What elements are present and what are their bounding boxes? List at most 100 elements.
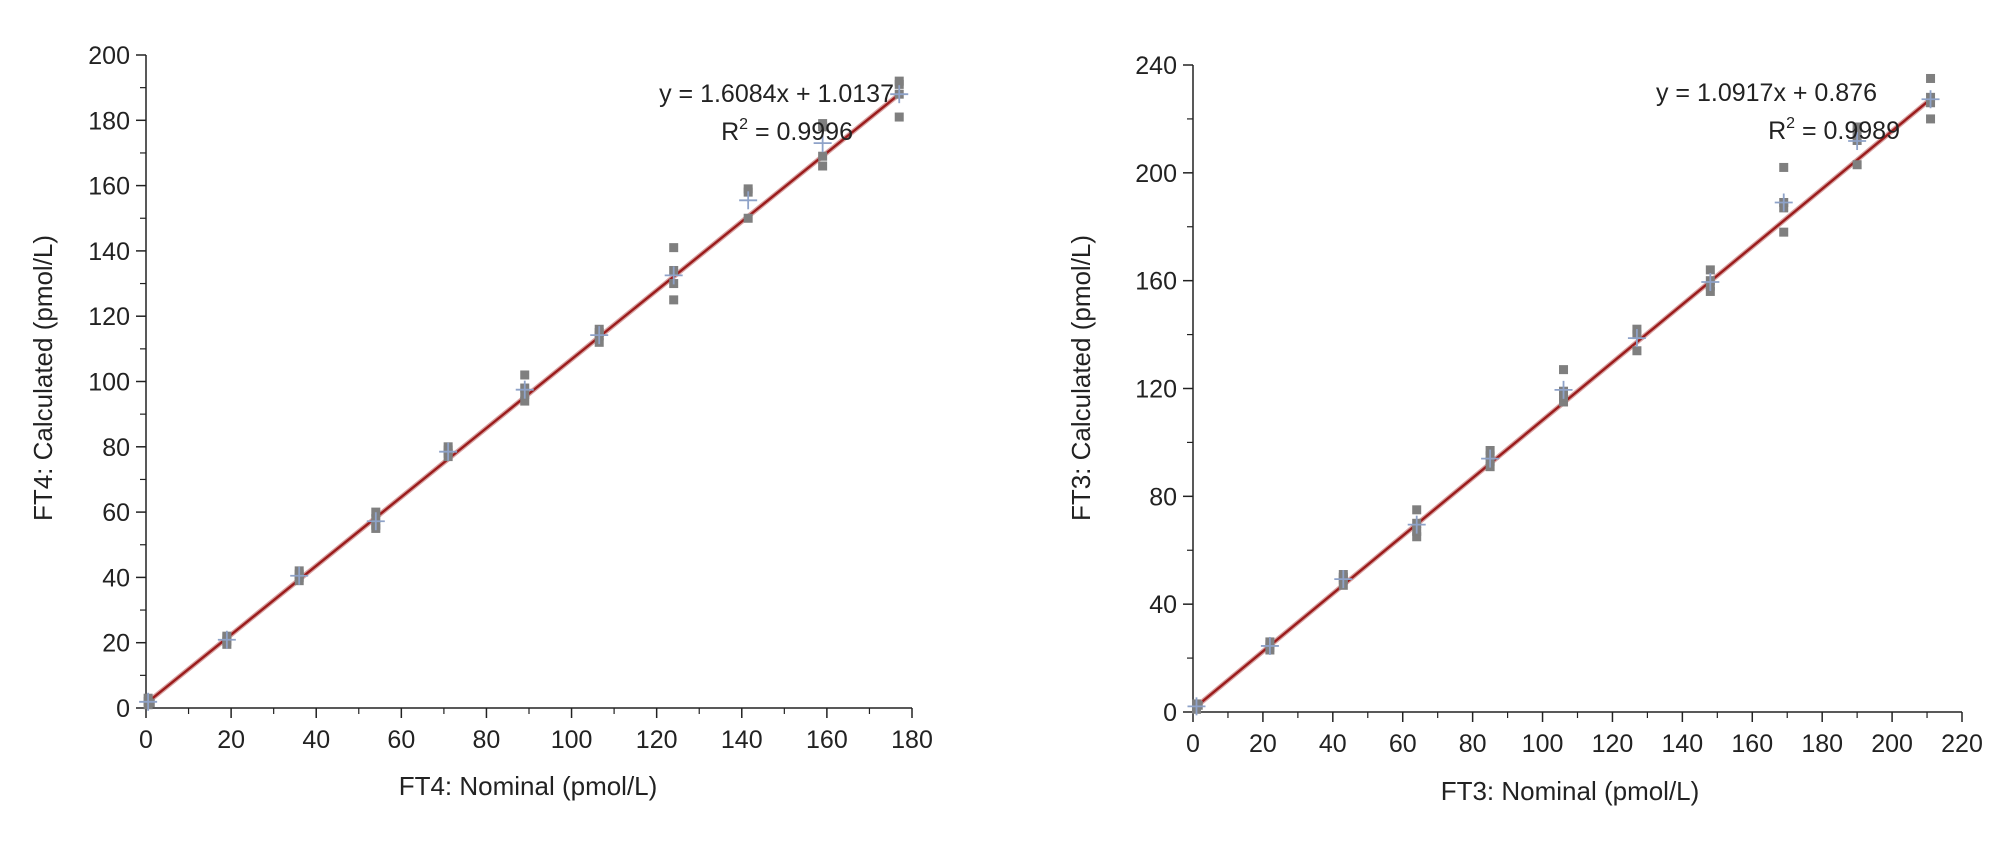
ft3-y-tick-label: 160	[1135, 268, 1177, 296]
ft3-mean-markers	[1187, 90, 1940, 716]
ft4-y-tick-label: 40	[102, 564, 130, 592]
ft4-r-squared-value: = 0.9996	[748, 118, 853, 146]
ft4-data-point	[894, 112, 904, 122]
ft4-mean-marker	[290, 566, 309, 585]
ft3-data-point	[1926, 73, 1936, 83]
ft3-r-squared-label: R	[1768, 117, 1786, 145]
ft4-y-tick-label: 20	[102, 630, 130, 658]
ft3-data-point	[1852, 122, 1862, 132]
ft4-mean-marker	[590, 326, 609, 345]
ft4-x-tick-label: 0	[139, 726, 153, 754]
ft3-x-tick-label: 200	[1871, 730, 1913, 758]
ft4-mean-marker	[664, 266, 683, 285]
ft4-mean-marker	[890, 85, 909, 104]
ft4-y-tick-label: 160	[88, 173, 130, 201]
ft4-regression-equation: y = 1.6084x + 1.0137	[659, 80, 894, 108]
ft4-x-tick-label: 160	[806, 726, 848, 754]
ft3-data-point	[1412, 532, 1422, 542]
ft3-x-tick-label: 120	[1592, 730, 1634, 758]
ft3-regression-equation: y = 1.0917x + 0.876	[1656, 79, 1877, 107]
ft4-data-point	[743, 184, 753, 194]
ft4-y-tick-label: 100	[88, 369, 130, 397]
ft4-x-tick-label: 180	[891, 726, 933, 754]
ft3-x-axis-title: FT3: Nominal (pmol/L)	[1441, 776, 1700, 806]
ft3-y-tick-label: 200	[1135, 160, 1177, 188]
ft3-mean-marker	[1260, 636, 1279, 655]
ft3-mean-marker	[1701, 273, 1720, 292]
ft3-x-tick-label: 220	[1941, 730, 1983, 758]
ft4-y-tick-label: 80	[102, 434, 130, 462]
ft3-y-tick-label: 240	[1135, 52, 1177, 80]
ft3-x-tick-label: 160	[1731, 730, 1773, 758]
ft4-data-point	[669, 295, 679, 305]
ft3-mean-marker	[1334, 570, 1353, 589]
ft4-data-point	[669, 243, 679, 253]
ft3-mean-marker	[1921, 90, 1940, 109]
ft4-mean-markers	[139, 85, 909, 711]
ft3-data-point	[1926, 114, 1936, 124]
ft4-data-point	[818, 119, 828, 129]
ft3-data-point	[1852, 160, 1862, 170]
ft3-mean-marker	[1481, 449, 1500, 468]
ft4-x-tick-label: 80	[473, 726, 501, 754]
ft3-mean-marker	[1554, 380, 1573, 399]
ft4-x-tick-label: 20	[217, 726, 245, 754]
ft4-x-tick-label: 140	[721, 726, 763, 754]
ft3-mean-marker	[1774, 193, 1793, 212]
ft4-x-tick-label: 40	[302, 726, 330, 754]
ft4-mean-marker	[439, 442, 458, 461]
ft3-r-squared-value: = 0.9989	[1795, 117, 1900, 145]
ft3-x-tick-label: 0	[1186, 730, 1200, 758]
ft4-x-tick-label: 120	[636, 726, 678, 754]
ft4-axes: 0 20 40 60 80 100 120 140 160 180 200 0 20 40 60 80 100 1…	[88, 42, 933, 754]
ft3-data-point	[1705, 286, 1715, 296]
ft3-data-point	[1193, 700, 1203, 710]
ft4-y-tick-label: 120	[88, 303, 130, 331]
ft3-x-tick-label: 100	[1522, 730, 1564, 758]
ft3-chart: 0 40 80 120 160 200 240 0 20 40 60 80 100 120 140 160 18…	[1066, 52, 1983, 806]
ft4-chart: 0 20 40 60 80 100 120 140 160 180 200 0 20 40 60 80 100 1…	[28, 42, 933, 801]
ft3-x-tick-label: 80	[1459, 730, 1487, 758]
ft4-y-axis-title: FT4: Calculated (pmol/L)	[28, 235, 58, 521]
ft4-r-squared-sup: 2	[739, 116, 748, 133]
ft3-data-point	[1632, 346, 1642, 356]
ft4-mean-marker	[813, 134, 832, 153]
ft3-mean-marker	[1848, 132, 1867, 151]
ft3-data-point	[1779, 227, 1789, 237]
ft3-y-tick-label: 80	[1149, 483, 1177, 511]
ft4-y-tick-label: 180	[88, 107, 130, 135]
ft3-axes: 0 40 80 120 160 200 240 0 20 40 60 80 100 120 140 160 18…	[1135, 52, 1983, 758]
ft3-mean-marker	[1627, 329, 1646, 348]
ft4-y-tick-label: 200	[88, 42, 130, 70]
ft4-data-point	[743, 213, 753, 223]
ft4-data-point	[818, 151, 828, 161]
ft4-y-tick-label: 0	[116, 695, 130, 723]
ft3-data-point	[1412, 505, 1422, 515]
ft4-data-point	[894, 76, 904, 86]
ft3-data-point	[1779, 162, 1789, 172]
ft3-mean-marker	[1187, 697, 1206, 716]
ft3-r-squared-sup: 2	[1786, 115, 1795, 132]
ft4-x-axis-title: FT4: Nominal (pmol/L)	[399, 771, 658, 801]
ft4-mean-marker	[217, 630, 236, 649]
ft4-data-point	[818, 161, 828, 171]
ft3-data-point	[1559, 397, 1569, 407]
ft3-y-tick-label: 120	[1135, 376, 1177, 404]
ft3-mean-marker	[1407, 515, 1426, 534]
ft4-data-point	[145, 698, 155, 708]
ft3-x-tick-label: 20	[1249, 730, 1277, 758]
ft3-r-squared: R2 = 0.9989	[1768, 115, 1900, 145]
ft4-data-point	[520, 370, 530, 380]
ft3-x-tick-label: 40	[1319, 730, 1347, 758]
ft4-y-tick-label: 140	[88, 238, 130, 266]
ft4-x-tick-label: 60	[387, 726, 415, 754]
ft3-y-tick-label: 0	[1163, 699, 1177, 727]
ft3-y-axis-title: FT3: Calculated (pmol/L)	[1066, 235, 1096, 521]
ft3-x-tick-label: 180	[1801, 730, 1843, 758]
ft3-x-tick-label: 140	[1662, 730, 1704, 758]
ft4-r-squared: R2 = 0.9996	[721, 116, 853, 146]
ft3-x-tick-label: 60	[1389, 730, 1417, 758]
ft3-y-tick-label: 40	[1149, 591, 1177, 619]
